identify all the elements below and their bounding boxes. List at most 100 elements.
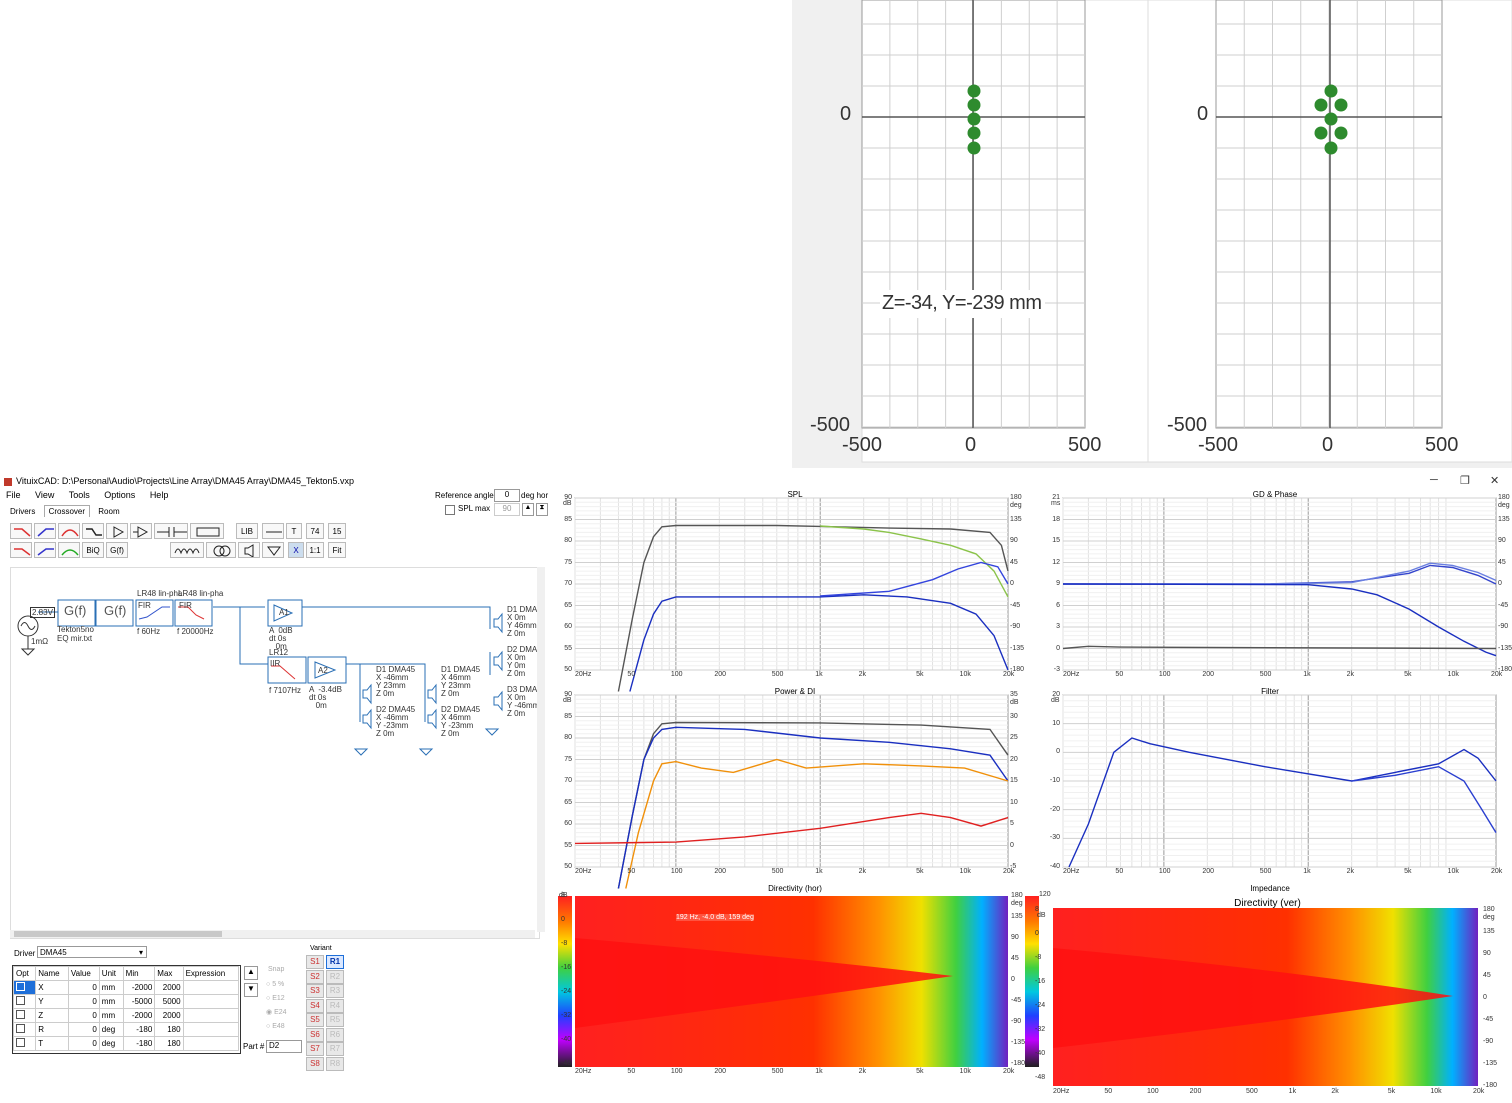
- buffer-icon[interactable]: [106, 523, 128, 539]
- opt-checkbox[interactable]: [16, 1038, 25, 1047]
- amp-a1-label[interactable]: A1: [279, 608, 289, 617]
- resistor-icon[interactable]: [190, 523, 224, 539]
- shelf-icon[interactable]: [82, 523, 104, 539]
- opt-checkbox[interactable]: [16, 982, 25, 991]
- part-input[interactable]: D2: [266, 1040, 302, 1053]
- snap-option[interactable]: ◉ E24: [266, 1009, 287, 1016]
- biquad-button[interactable]: BiQ: [82, 542, 104, 558]
- minimize-button[interactable]: ─: [1430, 474, 1438, 486]
- param-min[interactable]: -180: [122, 1036, 156, 1051]
- tab-drivers[interactable]: Drivers: [10, 507, 36, 516]
- param-value[interactable]: 0: [67, 994, 100, 1009]
- variant-r8-button[interactable]: R8: [326, 1056, 344, 1071]
- variant-s2-button[interactable]: S2: [306, 969, 324, 984]
- gf-button[interactable]: G(f): [106, 542, 128, 558]
- gf-block-2[interactable]: G(f): [104, 603, 127, 618]
- param-value[interactable]: 0: [67, 1008, 100, 1023]
- value-74-button[interactable]: 74: [306, 523, 324, 539]
- gf-block-1[interactable]: G(f): [64, 603, 87, 618]
- schematic-hscroll[interactable]: [10, 930, 535, 938]
- driver-d2-right[interactable]: D2 DMA45 X 46mm Y -23mm Z 0m: [441, 705, 481, 738]
- delete-button[interactable]: X: [288, 542, 304, 558]
- menu-options[interactable]: Options: [104, 490, 136, 500]
- variant-s8-button[interactable]: S8: [306, 1056, 324, 1071]
- menu-view[interactable]: View: [35, 490, 55, 500]
- snap-option[interactable]: ○ E48: [266, 1023, 285, 1030]
- param-max[interactable]: 180: [154, 1022, 184, 1037]
- splmax-input[interactable]: 90: [494, 503, 520, 516]
- schematic-canvas[interactable]: [10, 567, 540, 939]
- param-expression[interactable]: [182, 1036, 240, 1051]
- variant-s4-button[interactable]: S4: [306, 998, 324, 1013]
- table-row[interactable]: Z 0 mm -2000 2000: [12, 1008, 240, 1023]
- driver-d1-center[interactable]: D1 DMA X 0m Y 46mm Z 0m: [507, 605, 538, 638]
- splmax-spinner[interactable]: ▲: [522, 503, 534, 516]
- opt-checkbox[interactable]: [16, 1010, 25, 1019]
- move-down-button[interactable]: ▼: [244, 983, 258, 997]
- snap-option[interactable]: ○ 5 %: [266, 981, 285, 988]
- driver-d2-left[interactable]: D2 DMA45 X -46mm Y -23mm Z 0m: [376, 705, 416, 738]
- variant-r4-button[interactable]: R4: [326, 998, 344, 1013]
- param-min[interactable]: -2000: [122, 1008, 156, 1023]
- close-button[interactable]: ✕: [1490, 475, 1500, 487]
- reference-angle-input[interactable]: 0: [494, 489, 520, 502]
- driver-d1-right[interactable]: D1 DMA45 X 46mm Y 23mm Z 0m: [441, 665, 481, 698]
- inverter-icon[interactable]: [130, 523, 152, 539]
- param-min[interactable]: -2000: [122, 980, 156, 995]
- opt-checkbox[interactable]: [16, 996, 25, 1005]
- zoom-1to1-button[interactable]: 1:1: [306, 542, 324, 558]
- variant-r7-button[interactable]: R7: [326, 1042, 344, 1056]
- wire-icon[interactable]: [262, 523, 284, 539]
- variant-s5-button[interactable]: S5: [306, 1013, 324, 1027]
- schematic-vscroll[interactable]: [537, 567, 545, 932]
- allpass-icon[interactable]: [58, 542, 80, 558]
- snap-option[interactable]: ○ E12: [266, 995, 285, 1002]
- menu-help[interactable]: Help: [149, 490, 169, 500]
- variant-r1-button[interactable]: R1: [326, 955, 344, 969]
- opt-checkbox[interactable]: [16, 1024, 25, 1033]
- highpass-icon[interactable]: [34, 523, 56, 539]
- transformer-icon[interactable]: [206, 542, 236, 558]
- driver-d1-left[interactable]: D1 DMA45 X -46mm Y 23mm Z 0m: [376, 665, 416, 698]
- menu-tools[interactable]: Tools: [68, 490, 90, 500]
- param-expression[interactable]: [182, 1022, 240, 1037]
- tab-crossover[interactable]: Crossover: [43, 505, 91, 517]
- driver-select[interactable]: DMA45 ▾: [37, 946, 147, 958]
- restore-button[interactable]: ❐: [1460, 475, 1470, 487]
- table-row[interactable]: T 0 deg -180 180: [12, 1036, 240, 1051]
- lowpass2-icon[interactable]: [10, 542, 32, 558]
- inductor-icon[interactable]: [170, 542, 204, 558]
- amp-a2-label[interactable]: A2: [318, 666, 328, 675]
- lowpass-icon[interactable]: [10, 523, 32, 539]
- menu-file[interactable]: File: [6, 490, 21, 500]
- variant-s7-button[interactable]: S7: [306, 1042, 324, 1056]
- bandpass-icon[interactable]: [58, 523, 80, 539]
- hscroll-thumb[interactable]: [14, 931, 222, 937]
- param-value[interactable]: 0: [67, 1036, 100, 1051]
- table-row[interactable]: Y 0 mm -5000 5000: [12, 994, 240, 1009]
- param-value[interactable]: 0: [67, 980, 100, 995]
- splmax-reset-button[interactable]: ⧗: [536, 503, 548, 516]
- param-min[interactable]: -5000: [122, 994, 156, 1009]
- param-value[interactable]: 0: [67, 1022, 100, 1037]
- variant-r5-button[interactable]: R5: [326, 1013, 344, 1027]
- driver-d3-center[interactable]: D3 DMA X 0m Y -46mm Z 0m: [507, 685, 540, 718]
- variant-s1-button[interactable]: S1: [306, 955, 324, 969]
- splmax-checkbox[interactable]: [445, 505, 455, 515]
- zoom-fit-button[interactable]: Fit: [328, 542, 346, 558]
- param-expression[interactable]: [182, 994, 240, 1009]
- ground-icon[interactable]: [262, 542, 284, 558]
- param-max[interactable]: 180: [154, 1036, 184, 1051]
- tab-room[interactable]: Room: [98, 507, 120, 516]
- value-15-button[interactable]: 15: [328, 523, 346, 539]
- variant-s6-button[interactable]: S6: [306, 1027, 324, 1042]
- param-expression[interactable]: [182, 1008, 240, 1023]
- library-button[interactable]: LIB: [236, 523, 258, 539]
- text-button[interactable]: T: [286, 523, 302, 539]
- variant-r3-button[interactable]: R3: [326, 984, 344, 998]
- capacitor-icon[interactable]: [154, 523, 188, 539]
- param-expression[interactable]: [182, 980, 240, 995]
- variant-r6-button[interactable]: R6: [326, 1027, 344, 1042]
- driver-d2-center[interactable]: D2 DMA X 0m Y 0m Z 0m: [507, 645, 538, 678]
- variant-s3-button[interactable]: S3: [306, 984, 324, 998]
